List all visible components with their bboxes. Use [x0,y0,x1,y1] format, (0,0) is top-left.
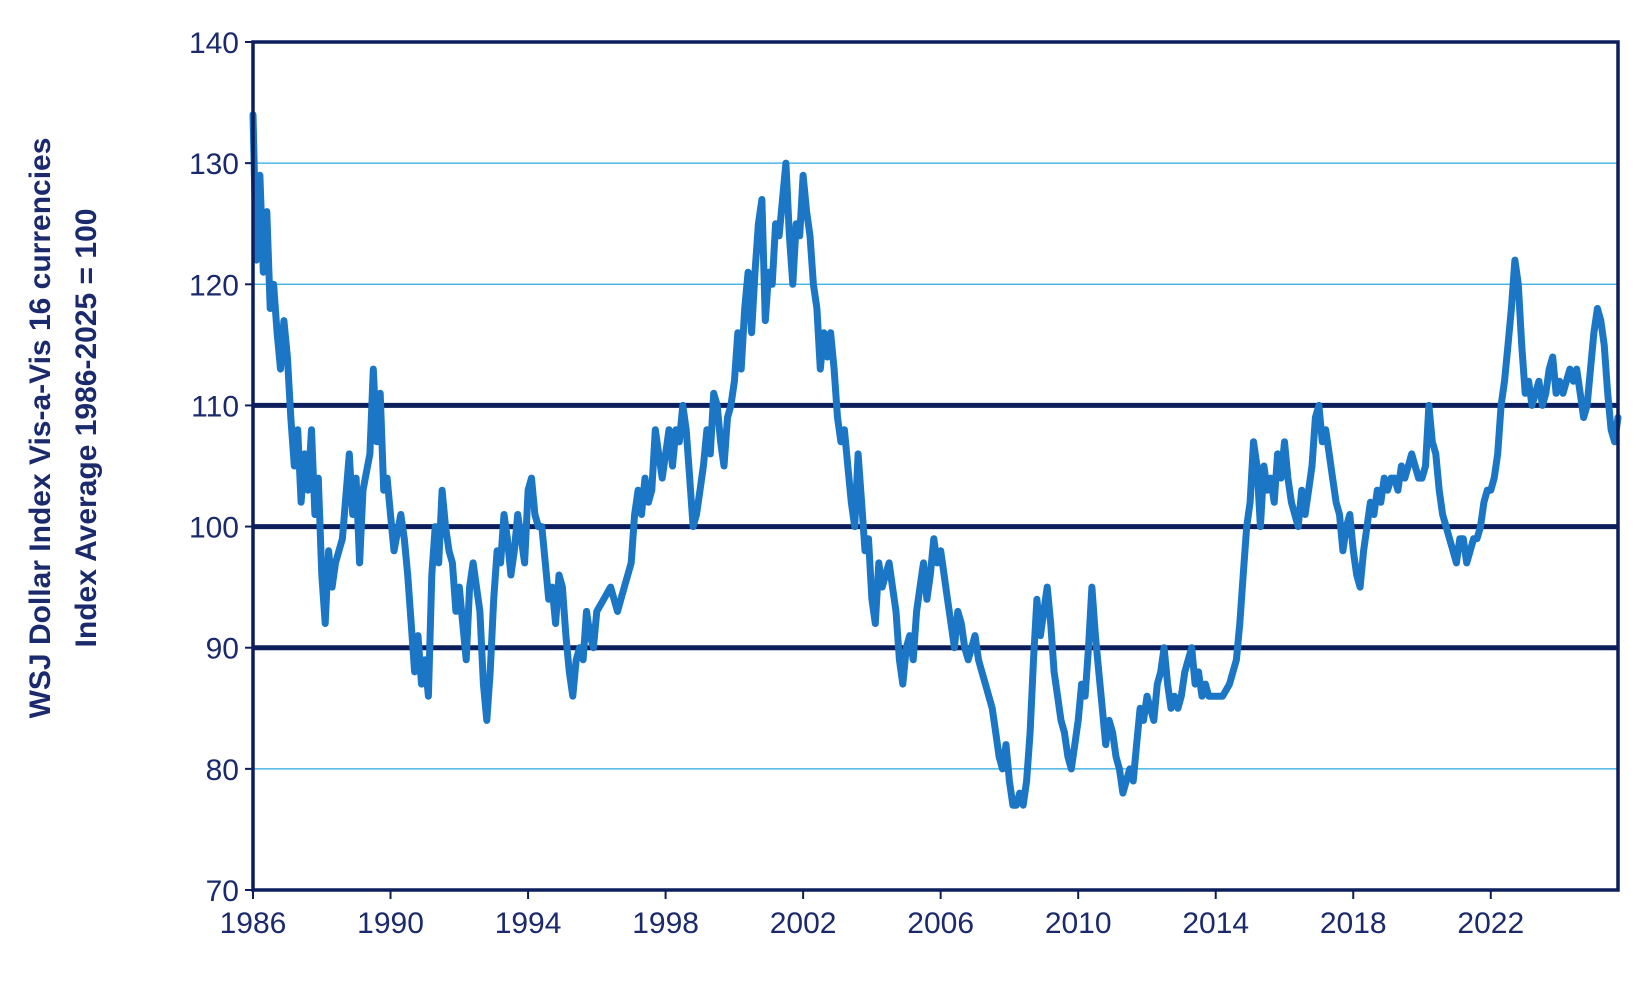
plot-frame [251,40,1620,892]
x-tick-label-2002: 2002 [770,907,837,940]
x-tick-label-1994: 1994 [495,907,562,940]
y-tick-label-130: 130 [189,148,239,181]
gridlines [253,162,1618,770]
y-tick-label-140: 140 [189,27,239,60]
series-layer [249,111,1622,809]
y-tick-label-80: 80 [206,754,239,787]
x-tick-labels: 1986 1990 1994 1998 2002 2006 2010 2014 2018 2022 [220,907,1525,940]
y-tick-labels: 70 80 90 100 110 120 130 140 [189,27,239,908]
y-tick-label-70: 70 [206,875,239,908]
x-tick-label-2018: 2018 [1320,907,1387,940]
x-tick-label-2014: 2014 [1182,907,1249,940]
axes [245,40,1620,899]
y-tick-label-100: 100 [189,512,239,545]
y-tick-label-90: 90 [206,633,239,666]
x-tick-label-1998: 1998 [632,907,699,940]
y-axis-title-line-1: WSJ Dollar Index Vis-a-Vis 16 currencies [24,138,57,719]
x-tick-label-2006: 2006 [907,907,974,940]
y-tick-label-110: 110 [191,390,239,423]
y-tick-label-120: 120 [189,269,239,302]
x-tick-label-1986: 1986 [220,907,287,940]
y-axis-title-line-2: Index Average 1986-2025 = 100 [70,209,103,648]
x-tick-label-2022: 2022 [1457,907,1524,940]
x-tick-label-1990: 1990 [357,907,424,940]
series-line-0 [249,111,1622,809]
x-tick-label-2010: 2010 [1045,907,1112,940]
